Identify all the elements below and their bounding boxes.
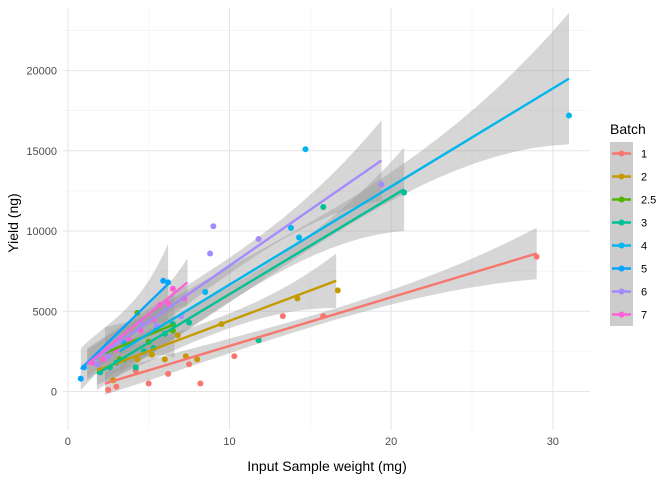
point-batch-6 [105, 353, 112, 360]
legend-label-batch-4: 4 [641, 241, 647, 253]
point-batch-2 [194, 356, 201, 363]
legend-key-point [618, 196, 625, 203]
y-tick-label: 0 [51, 386, 57, 398]
legend-label-batch-1: 1 [641, 149, 647, 161]
point-batch-7 [165, 300, 172, 307]
point-batch-1 [279, 313, 286, 320]
legend: Batch 1 2 2.5 3 4 5 6 7 [610, 121, 656, 326]
point-batch-1 [105, 386, 112, 393]
legend-label-batch-6: 6 [641, 287, 647, 299]
point-batch-2 [334, 287, 341, 294]
confidence-band-batch-7 [87, 258, 188, 379]
point-batch-4 [287, 224, 294, 231]
point-batch-6 [207, 250, 214, 257]
point-batch-7 [169, 285, 176, 292]
point-batch-2 [161, 356, 168, 363]
point-batch-1 [145, 380, 152, 387]
confidence-band-batch-2 [96, 253, 337, 386]
fit-line-batch-2 [96, 279, 337, 372]
point-batch-6 [378, 181, 385, 188]
legend-key-point [618, 265, 625, 272]
point-batch-2 [148, 351, 155, 358]
point-batch-4 [565, 112, 572, 119]
point-batch-3 [186, 319, 193, 326]
legend-label-batch-5: 5 [641, 264, 647, 276]
point-batch-4 [202, 289, 209, 296]
confidence-band-batch-1 [105, 227, 537, 395]
confidence-band-batch-2.5 [105, 290, 175, 379]
x-tick-label: 20 [385, 436, 397, 448]
fit-line-batch-4 [118, 77, 570, 353]
legend-key-point [618, 242, 625, 249]
fit-lines [79, 77, 570, 385]
confidence-band-batch-6 [87, 120, 382, 381]
x-tick-label: 30 [547, 436, 559, 448]
legend-label-batch-3: 3 [641, 218, 647, 230]
fit-line-batch-6 [86, 159, 383, 366]
x-tick-labels: 0 10 20 30 [65, 436, 559, 448]
fit-line-batch-7 [86, 281, 189, 366]
point-batch-1 [165, 370, 172, 377]
y-tick-label: 20000 [26, 66, 57, 78]
fit-line-batch-5 [79, 283, 169, 370]
legend-label-batch-7: 7 [641, 310, 647, 322]
legend-key-point [618, 219, 625, 226]
point-batch-2 [134, 356, 141, 363]
legend-key-point [618, 150, 625, 157]
point-batch-1 [186, 361, 193, 368]
y-tick-labels: 0 5000 10000 15000 20000 [26, 66, 57, 399]
point-batch-2 [174, 332, 181, 339]
point-batch-6 [93, 361, 100, 368]
legend-key-point [618, 288, 625, 295]
point-batch-3 [320, 203, 327, 210]
point-batch-1 [231, 353, 238, 360]
y-tick-label: 10000 [26, 226, 57, 238]
legend-key-point [618, 311, 625, 318]
fit-line-batch-3 [96, 188, 405, 375]
point-batch-4 [296, 234, 303, 241]
point-batch-4 [302, 146, 309, 153]
legend-label-batch-2: 2 [641, 172, 647, 184]
legend-label-batch-2.5: 2.5 [641, 195, 656, 207]
point-batch-1 [533, 253, 540, 260]
point-batch-1 [197, 380, 204, 387]
point-batch-7 [100, 356, 107, 363]
point-batch-5 [160, 277, 167, 284]
grid [63, 8, 590, 430]
legend-key-point [618, 173, 625, 180]
point-batch-3 [132, 364, 139, 371]
point-batch-1 [113, 383, 120, 390]
point-batch-5 [77, 375, 84, 382]
legend-items: 1 2 2.5 3 4 5 6 7 [610, 142, 656, 326]
x-axis-title: Input Sample weight (mg) [247, 458, 407, 474]
fit-line-batch-1 [104, 252, 537, 385]
y-axis-title: Yield (ng) [5, 193, 21, 252]
x-tick-label: 10 [223, 436, 235, 448]
legend-title: Batch [610, 121, 646, 137]
point-batch-6 [210, 223, 217, 230]
point-batch-6 [255, 236, 262, 243]
y-tick-label: 15000 [26, 146, 57, 158]
x-tick-label: 0 [65, 436, 71, 448]
y-tick-label: 5000 [33, 306, 57, 318]
